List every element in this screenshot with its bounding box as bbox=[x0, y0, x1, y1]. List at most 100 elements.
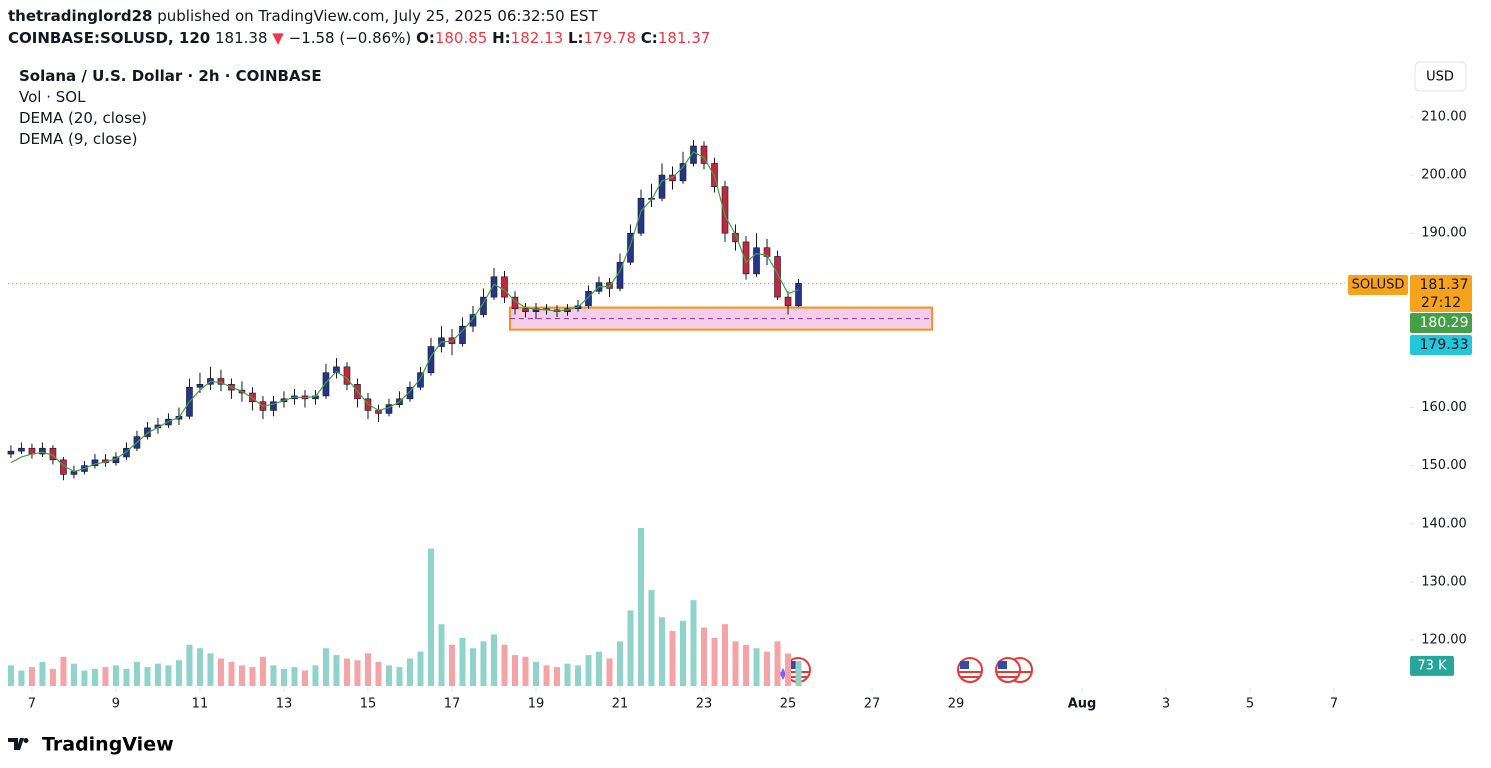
volume-bar bbox=[238, 665, 245, 686]
volume-bar bbox=[785, 653, 792, 686]
volume-bar bbox=[270, 665, 277, 686]
volume-bar bbox=[438, 624, 445, 686]
volume-bar bbox=[102, 667, 109, 686]
x-tick-label: 13 bbox=[276, 697, 293, 712]
volume-bar bbox=[70, 663, 77, 686]
candle-body bbox=[18, 447, 25, 452]
volume-bar bbox=[532, 661, 539, 686]
candle-body bbox=[753, 247, 760, 275]
candle-body bbox=[196, 383, 204, 388]
volume-bar bbox=[722, 624, 729, 686]
dema-badge bbox=[1410, 313, 1472, 333]
volume-bar bbox=[280, 668, 287, 686]
volume-bar bbox=[764, 651, 771, 686]
volume-bar bbox=[564, 663, 571, 686]
y-tick-label: 190.00 bbox=[1421, 226, 1467, 241]
candle-body bbox=[637, 198, 645, 234]
volume-bar bbox=[553, 667, 560, 686]
candle-body bbox=[427, 346, 435, 373]
x-tick-label: 3 bbox=[1162, 697, 1170, 712]
x-tick-label: 5 bbox=[1246, 697, 1254, 712]
currency[interactable]: USD bbox=[1426, 70, 1454, 85]
candle-body bbox=[690, 145, 697, 164]
chart-title: Solana / U.S. Dollar · 2h · COINBASE bbox=[19, 67, 322, 85]
volume-bar bbox=[312, 665, 319, 686]
volume-bar bbox=[774, 641, 781, 686]
candle-body bbox=[144, 427, 151, 437]
ohlc-value: 180.85 bbox=[434, 29, 488, 47]
ohlc-label: C: bbox=[640, 29, 658, 47]
volume-bar bbox=[459, 637, 466, 686]
volume-bar bbox=[301, 670, 308, 686]
x-tick-label: 7 bbox=[1330, 697, 1338, 712]
volume-bar bbox=[49, 668, 56, 686]
volume-bar bbox=[375, 661, 382, 686]
author: thetradinglord28 bbox=[8, 7, 153, 25]
footer-brand: TradingView bbox=[42, 734, 174, 756]
candle-body bbox=[774, 256, 781, 298]
candle-body bbox=[459, 325, 466, 344]
x-tick-label: Aug bbox=[1068, 697, 1097, 712]
y-tick-label: 120.00 bbox=[1421, 633, 1467, 648]
y-tick-label: 200.00 bbox=[1421, 168, 1467, 183]
x-tick-label: 15 bbox=[360, 697, 377, 712]
volume-bar bbox=[690, 600, 697, 686]
volume-bar bbox=[81, 670, 88, 686]
symbol-label: SOLUSD bbox=[1352, 278, 1405, 293]
x-tick-label: 17 bbox=[444, 697, 461, 712]
y-tick-label: 140.00 bbox=[1421, 516, 1467, 531]
last: 181.38 bbox=[215, 29, 268, 47]
volume-label: 73 K bbox=[1417, 658, 1447, 673]
candle-body bbox=[91, 459, 99, 466]
candle-body bbox=[606, 282, 613, 289]
x-tick-label: 7 bbox=[28, 697, 36, 712]
dema9-badge bbox=[1410, 335, 1472, 355]
ohlc-value: 179.78 bbox=[583, 29, 637, 47]
volume-bar bbox=[186, 644, 193, 686]
candle-body bbox=[249, 392, 256, 403]
volume-bar bbox=[448, 644, 455, 686]
y-tick-label: 160.00 bbox=[1421, 400, 1467, 415]
volume-bar bbox=[322, 648, 329, 686]
volume-bar bbox=[228, 661, 235, 686]
dema-line bbox=[10, 151, 799, 473]
volume-bar bbox=[196, 648, 203, 686]
volume-bar bbox=[343, 658, 350, 686]
legend-entry: DEMA (9, close) bbox=[19, 130, 138, 148]
x-tick-label: 25 bbox=[780, 697, 797, 712]
x-tick-label: 23 bbox=[696, 697, 713, 712]
x-tick-label: 21 bbox=[612, 697, 629, 712]
ohlc-value: 181.37 bbox=[657, 29, 711, 47]
candle-body bbox=[742, 241, 750, 275]
volume-bar bbox=[165, 665, 172, 686]
volume-bar bbox=[427, 548, 434, 686]
volume-bar bbox=[291, 667, 298, 686]
candle-body bbox=[795, 283, 802, 307]
y-tick-label: 130.00 bbox=[1421, 574, 1467, 589]
volume-bar bbox=[154, 663, 161, 686]
x-tick-label: 29 bbox=[948, 697, 965, 712]
volume-bar bbox=[364, 653, 371, 686]
candle-body bbox=[658, 174, 666, 199]
currency-button[interactable] bbox=[1414, 61, 1467, 92]
candle-body bbox=[679, 163, 687, 182]
volume-bar bbox=[753, 648, 760, 686]
candle-body bbox=[700, 145, 708, 164]
price-label: 181.37 bbox=[1420, 277, 1469, 293]
volume-bar bbox=[606, 658, 613, 686]
y-tick-label: 210.00 bbox=[1421, 109, 1467, 124]
x-tick-label: 9 bbox=[112, 697, 120, 712]
countdown: 27:12 bbox=[1421, 295, 1461, 311]
candle-body bbox=[217, 378, 225, 385]
volume-bar bbox=[175, 660, 182, 686]
volume-bar bbox=[638, 528, 645, 686]
volume-bar bbox=[385, 665, 392, 686]
volume-bar bbox=[617, 641, 624, 686]
volume-bar bbox=[659, 617, 666, 686]
volume-bar bbox=[249, 667, 256, 686]
symbol-badge bbox=[1348, 275, 1408, 295]
candle-body bbox=[333, 366, 340, 373]
ohlc-value: 182.13 bbox=[510, 29, 564, 47]
header-line-2: COINBASE:SOLUSD, 120 181.38 ▼ −1.58 (−0.… bbox=[8, 29, 710, 47]
x-tick-label: 27 bbox=[864, 697, 881, 712]
